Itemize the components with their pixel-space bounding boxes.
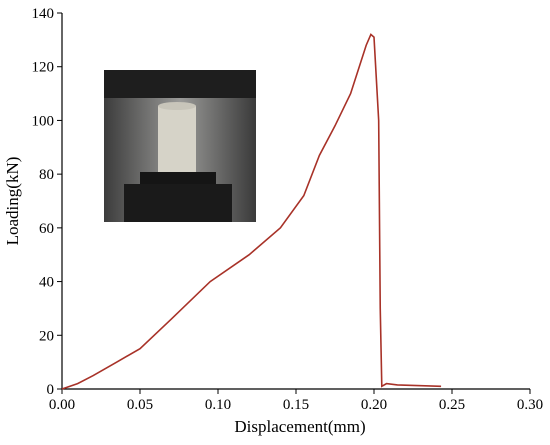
y-tick-label: 0	[47, 382, 55, 398]
y-tick-label: 120	[32, 60, 55, 76]
y-tick-label: 20	[39, 328, 54, 344]
y-tick-label: 140	[32, 6, 55, 22]
x-tick-label: 0.15	[283, 397, 309, 413]
y-tick-label: 40	[39, 275, 54, 291]
line	[61, 33, 442, 390]
y-tick-label: 60	[39, 221, 54, 237]
x-tick-label: 0.25	[439, 397, 465, 413]
x-tick-label: 0.10	[205, 397, 231, 413]
x-tick-label: 0.20	[361, 397, 387, 413]
x-tick-label: 0.00	[49, 397, 75, 413]
y-tick-label: 100	[32, 113, 55, 129]
y-axis-label: Loading(kN)	[3, 157, 22, 246]
x-axis-label: Displacement(mm)	[234, 417, 365, 436]
x-tick-label: 0.05	[127, 397, 153, 413]
inset-photo	[104, 70, 256, 222]
x-tick-label: 0.30	[517, 397, 543, 413]
y-tick-label: 80	[39, 167, 54, 183]
